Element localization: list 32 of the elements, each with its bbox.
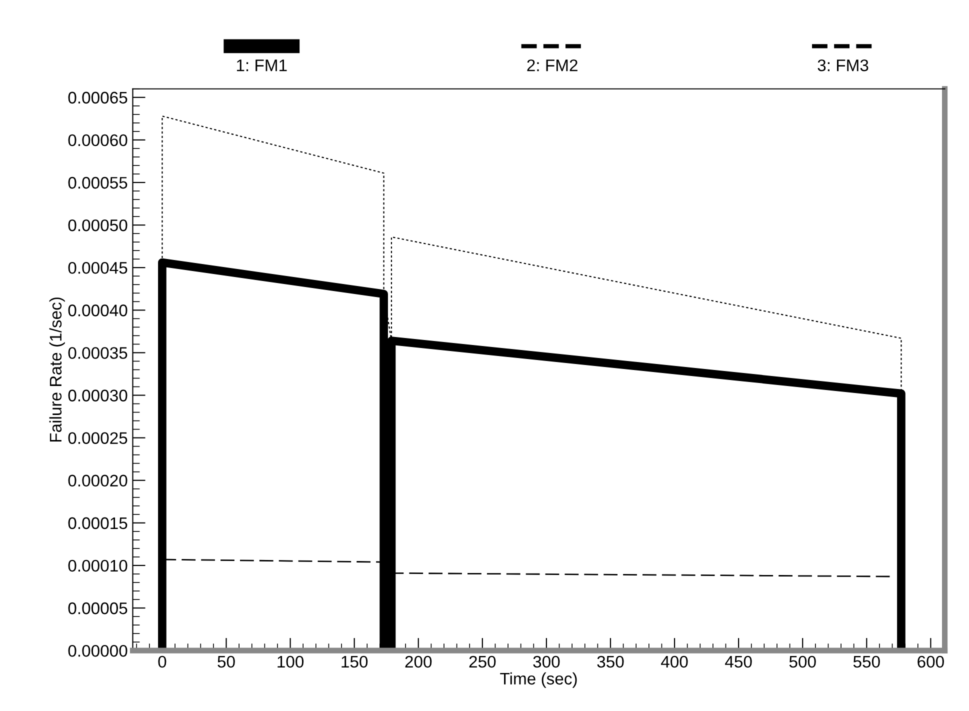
- legend-label: 3: FM3: [818, 59, 868, 72]
- legend-label: 2: FM2: [527, 59, 578, 72]
- x-tick-label: 400: [661, 656, 688, 668]
- y-tick-label: 0.00050: [68, 219, 128, 232]
- x-tick-label: 0: [158, 656, 166, 668]
- y-tick-label: 0.00015: [68, 517, 128, 530]
- y-tick-label: 0.00005: [68, 602, 128, 614]
- legend-label: 1: FM1: [236, 60, 287, 72]
- y-tick-label: 0.00055: [68, 176, 128, 189]
- y-tick-label: 0.00045: [68, 262, 128, 274]
- y-tick-label: 0.00040: [68, 304, 128, 316]
- x-tick-label: 550: [853, 656, 880, 668]
- x-tick-label: 250: [469, 656, 496, 668]
- x-axis-title: Time (sec): [500, 672, 577, 688]
- x-tick-label: 600: [918, 656, 944, 668]
- y-tick-label: 0.00065: [68, 92, 128, 104]
- x-tick-label: 50: [218, 656, 235, 668]
- x-tick-label: 100: [278, 656, 304, 668]
- x-tick-label: 450: [725, 656, 752, 668]
- y-tick-label: 0.00010: [68, 560, 128, 572]
- y-tick-label: 0.00035: [68, 347, 128, 359]
- y-tick-label: 0.00060: [68, 134, 128, 146]
- x-tick-label: 200: [405, 656, 432, 668]
- y-tick-label: 0.00000: [68, 644, 128, 657]
- x-tick-label: 350: [597, 656, 624, 668]
- x-tick-label: 300: [533, 656, 560, 668]
- y-tick-label: 0.00020: [68, 474, 128, 487]
- x-tick-label: 150: [342, 656, 368, 668]
- y-tick-label: 0.00030: [68, 390, 128, 402]
- x-tick-label: 500: [789, 656, 816, 668]
- y-tick-label: 0.00025: [68, 432, 128, 444]
- y-axis-title: Failure Rate (1/sec): [49, 298, 65, 442]
